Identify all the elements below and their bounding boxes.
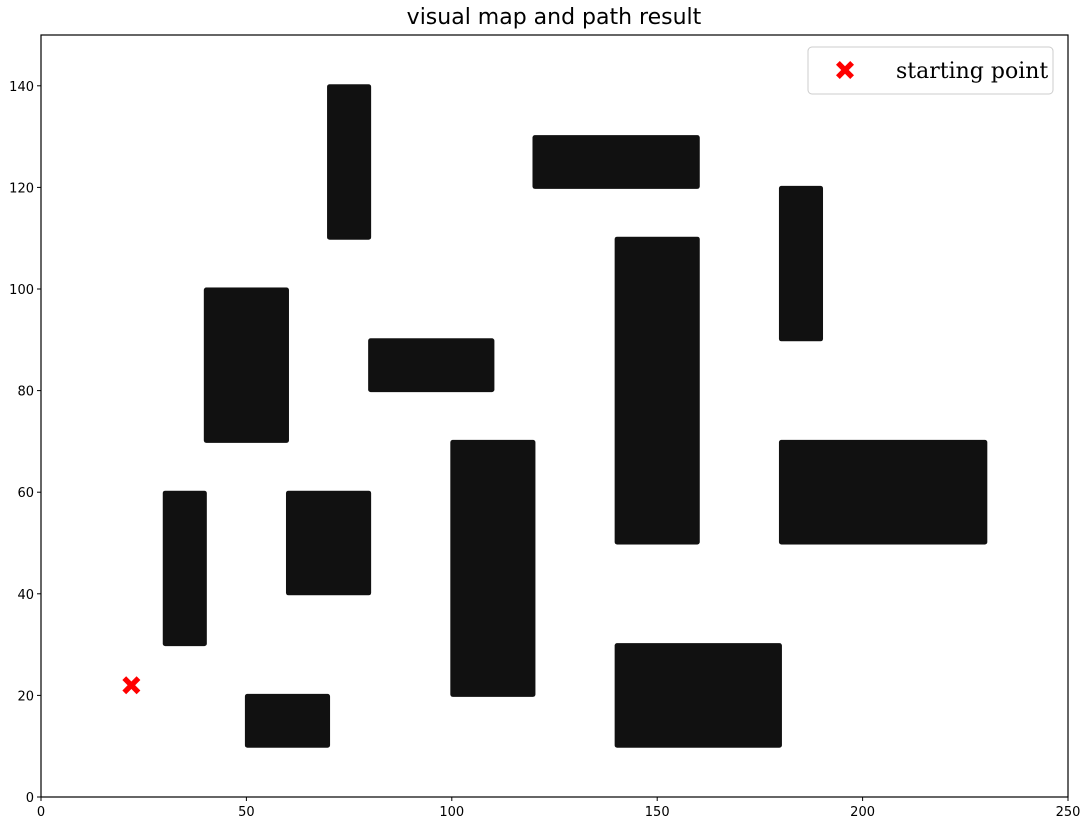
obstacle-6	[614, 236, 700, 545]
obstacle-3	[778, 185, 824, 342]
chart-title: visual map and path result	[407, 5, 702, 30]
obstacle-1	[327, 84, 372, 240]
y-tick-label-140: 140	[9, 80, 34, 95]
y-tick-label-100: 100	[9, 283, 34, 298]
x-tick-label-250: 250	[1056, 805, 1081, 820]
obstacle-9	[285, 490, 372, 596]
obstacle-5	[368, 338, 495, 393]
x-axis-ticks: 0 50 100 150 200 250	[37, 797, 1081, 820]
x-tick-label-100: 100	[439, 805, 464, 820]
starting-point-marker	[122, 676, 141, 695]
obstacle-11	[244, 693, 331, 748]
y-tick-label-80: 80	[17, 385, 34, 400]
axes-frame	[40, 34, 1069, 798]
x-tick-label-200: 200	[850, 805, 875, 820]
obstacle-10	[450, 439, 536, 697]
legend-frame	[807, 46, 1054, 95]
legend: starting point	[807, 46, 1054, 95]
x-tick-label-150: 150	[645, 805, 670, 820]
obstacle-4	[203, 287, 289, 443]
y-tick-label-60: 60	[17, 486, 34, 501]
obstacle-7	[778, 439, 988, 545]
markers-layer	[122, 676, 141, 695]
x-tick-label-0: 0	[37, 805, 45, 820]
legend-marker-starting-point	[836, 61, 854, 79]
y-tick-label-20: 20	[17, 689, 34, 704]
obstacle-8	[162, 490, 207, 647]
obstacles-layer	[162, 84, 988, 748]
obstacle-12	[614, 643, 782, 748]
y-axis-ticks: 0 20 40 60 80 100 120 140	[9, 80, 41, 806]
y-tick-label-0: 0	[26, 791, 34, 806]
y-tick-label-120: 120	[9, 181, 34, 196]
obstacle-2	[532, 135, 700, 189]
x-tick-label-50: 50	[238, 805, 255, 820]
legend-x-marker-icon	[836, 61, 854, 79]
legend-label-starting-point: starting point	[896, 59, 1048, 84]
y-tick-label-40: 40	[17, 588, 34, 603]
